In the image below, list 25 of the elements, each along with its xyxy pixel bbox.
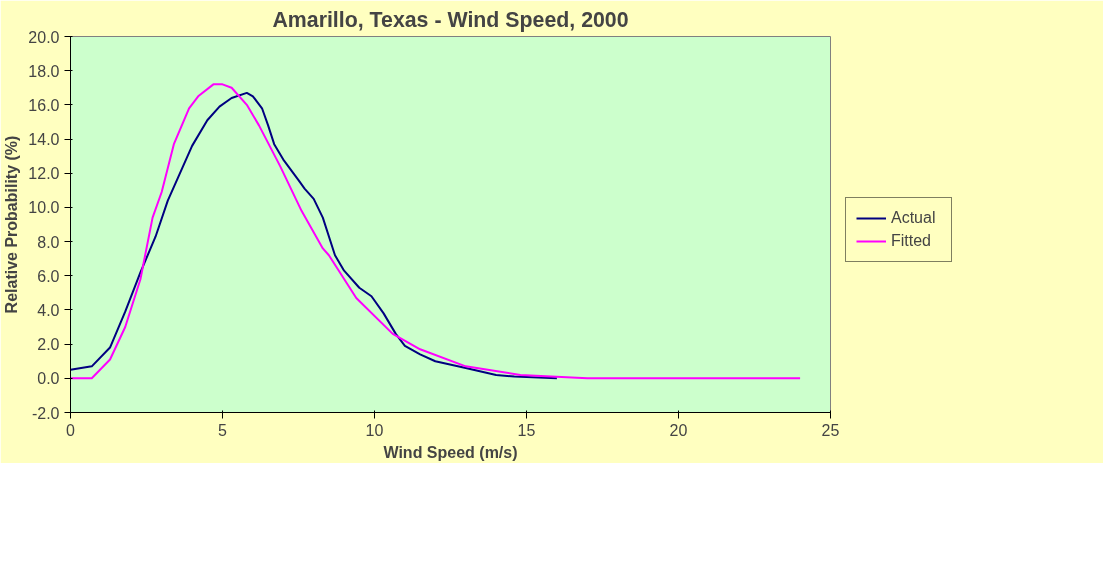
y-tick-label: 20.0 [28,28,60,46]
y-tick-label: 6.0 [37,267,60,285]
y-tick-label: 0.0 [37,370,60,388]
y-tick-label: -2.0 [31,404,60,422]
x-tick-label: 15 [517,421,536,439]
y-tick-label: 12.0 [28,165,60,183]
x-tick-label: 10 [365,421,384,439]
x-tick-label: 25 [821,421,840,439]
line-series [70,91,558,380]
y-tick-label: 4.0 [37,301,60,319]
legend-label: Fitted [891,232,932,250]
y-tick-label: 18.0 [28,62,60,80]
y-tick-label: 16.0 [28,96,60,114]
y-tick-label: 2.0 [37,336,60,354]
y-tick-label: 14.0 [28,131,60,149]
line-series [70,83,802,380]
y-tick-label: 8.0 [37,233,60,251]
y-tick-label: 10.0 [28,199,60,217]
x-tick-label: 0 [66,421,76,439]
legend-label: Actual [891,209,937,227]
x-axis-title: Wind Speed (m/s) [383,443,518,461]
y-axis-title: Relative Probability (%) [3,135,21,314]
x-tick-label: 5 [218,421,228,439]
chart-title: Amarillo, Texas - Wind Speed, 2000 [272,7,629,32]
x-tick-label: 20 [669,421,688,439]
